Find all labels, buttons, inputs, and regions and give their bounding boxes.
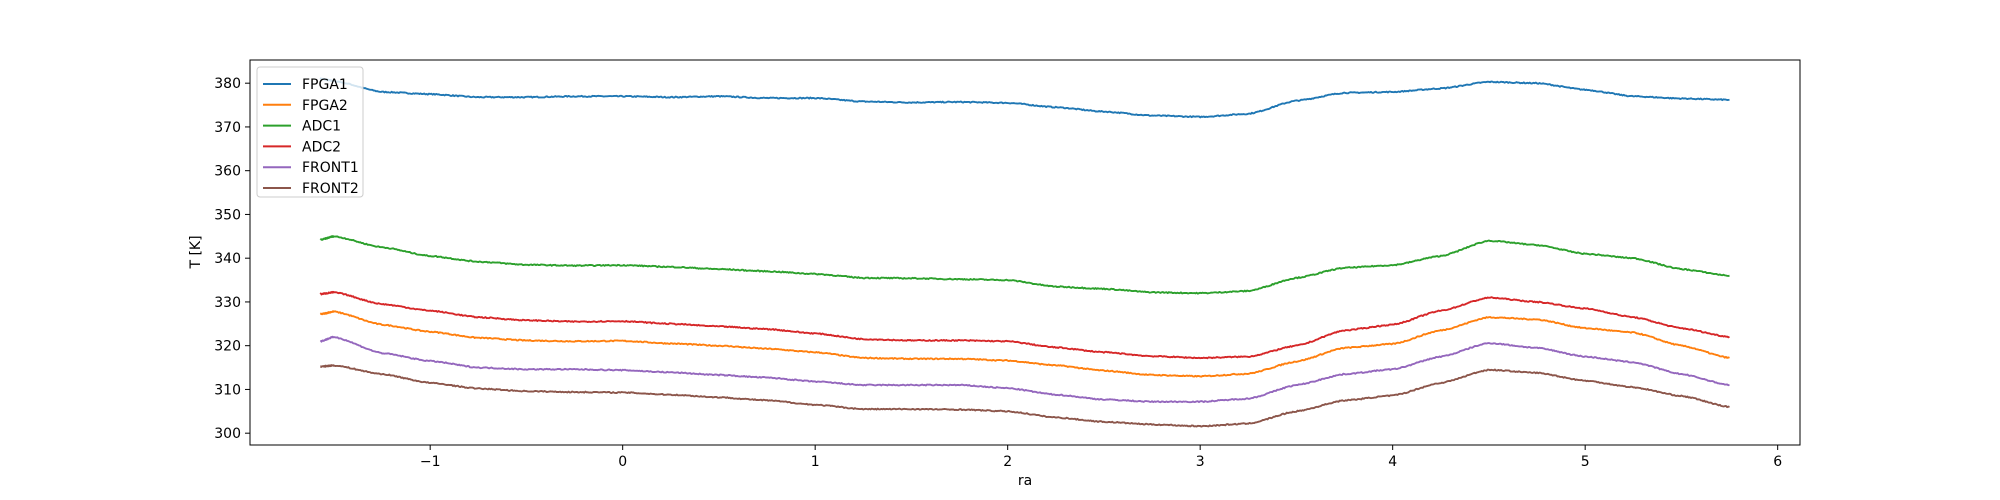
series-line-adc1 [319, 235, 1730, 295]
legend-label: FPGA1 [302, 77, 348, 93]
x-tick-label: −1 [420, 454, 441, 470]
legend-label: FRONT2 [302, 181, 359, 197]
y-tick-label: 360 [214, 164, 241, 180]
legend-box [256, 66, 364, 198]
series-line-fpga2 [319, 310, 1730, 378]
x-tick-label: 3 [1196, 454, 1205, 470]
y-axis: 300 310 320 330 340 350 360 370 380 [214, 76, 250, 442]
legend-label: FPGA2 [302, 98, 348, 114]
legend-label: ADC2 [302, 139, 341, 155]
series-line-adc2 [319, 290, 1730, 360]
x-tick-label: 0 [618, 454, 627, 470]
x-tick-label: 5 [1581, 454, 1590, 470]
y-tick-label: 340 [214, 251, 241, 267]
series-lines [319, 77, 1730, 428]
plot-frame [249, 59, 1801, 446]
x-axis: −1 0 1 2 3 4 5 6 [420, 445, 1782, 470]
y-tick-label: 370 [214, 120, 241, 136]
x-tick-label: 2 [1003, 454, 1012, 470]
y-axis-label: T [K] [188, 235, 204, 269]
legend-label: ADC1 [302, 119, 341, 135]
legend: FPGA1 FPGA2 ADC1 ADC2 FRONT1 FRONT2 [256, 66, 364, 198]
series-line-front1 [319, 335, 1730, 404]
x-axis-label: ra [1018, 473, 1032, 489]
y-tick-label: 380 [214, 76, 241, 92]
x-tick-label: 1 [811, 454, 820, 470]
y-tick-label: 310 [214, 382, 241, 398]
y-tick-label: 330 [214, 295, 241, 311]
x-tick-label: 6 [1773, 454, 1782, 470]
x-tick-label: 4 [1388, 454, 1397, 470]
y-tick-label: 300 [214, 426, 241, 442]
y-tick-label: 320 [214, 339, 241, 355]
legend-label: FRONT1 [302, 160, 359, 176]
series-line-front2 [319, 364, 1730, 428]
series-line-fpga1 [319, 77, 1730, 119]
y-tick-label: 350 [214, 207, 241, 223]
